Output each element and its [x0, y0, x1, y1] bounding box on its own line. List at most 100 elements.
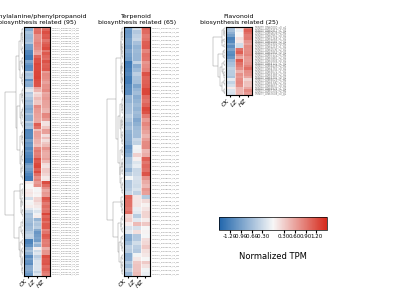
Text: TRINITY_DN43151_c2_g2: TRINITY_DN43151_c2_g2: [52, 87, 80, 89]
Text: TRINITY_DN64755_c0_g2: TRINITY_DN64755_c0_g2: [254, 67, 286, 71]
Text: TRINITY_DN46028_c2_g1: TRINITY_DN46028_c2_g1: [52, 142, 80, 144]
Text: TRINITY_DN51065_c1_g3: TRINITY_DN51065_c1_g3: [152, 47, 180, 48]
Text: TRINITY_DN53834_c2_g1: TRINITY_DN53834_c2_g1: [152, 97, 180, 98]
Text: TRINITY_DN47809_c0_g2: TRINITY_DN47809_c0_g2: [52, 177, 80, 178]
Text: TRINITY_DN50549_c2_g2: TRINITY_DN50549_c2_g2: [52, 229, 80, 231]
Text: TRINITY_DN44932_c0_g1: TRINITY_DN44932_c0_g1: [52, 122, 80, 123]
Text: TRINITY_DN51782_c2_g1: TRINITY_DN51782_c2_g1: [52, 253, 80, 254]
Text: TRINITY_DN44521_c0_g2: TRINITY_DN44521_c0_g2: [52, 114, 80, 115]
Text: TRINITY_DN54260_c0_g3: TRINITY_DN54260_c0_g3: [152, 104, 180, 106]
Text: TRINITY_DN60000_c0_g1: TRINITY_DN60000_c0_g1: [254, 26, 286, 30]
Text: TRINITY_DN55751_c3_g1: TRINITY_DN55751_c3_g1: [152, 131, 180, 133]
Text: TRINITY_DN51371_c2_g2: TRINITY_DN51371_c2_g2: [52, 245, 80, 246]
Text: TRINITY_DN52769_c1_g2: TRINITY_DN52769_c1_g2: [152, 78, 180, 79]
Text: TRINITY_DN62993_c1_g2: TRINITY_DN62993_c1_g2: [152, 262, 180, 263]
Text: TRINITY_DN66023_c1_g2: TRINITY_DN66023_c1_g2: [254, 78, 286, 82]
Text: TRINITY_DN64438_c2_g1: TRINITY_DN64438_c2_g1: [254, 65, 286, 68]
Text: TRINITY_DN40959_c1_g2: TRINITY_DN40959_c1_g2: [52, 45, 80, 47]
Text: TRINITY_DN41781_c1_g2: TRINITY_DN41781_c1_g2: [52, 61, 80, 63]
Text: TRINITY_DN58307_c3_g1: TRINITY_DN58307_c3_g1: [152, 177, 180, 179]
Text: TRINITY_DN47946_c1_g1: TRINITY_DN47946_c1_g1: [52, 179, 80, 181]
Title: Flavonoid
biosynthesis related (25): Flavonoid biosynthesis related (25): [200, 14, 278, 25]
Text: TRINITY_DN48905_c2_g2: TRINITY_DN48905_c2_g2: [52, 198, 80, 199]
Text: TRINITY_DN40822_c0_g1: TRINITY_DN40822_c0_g1: [52, 43, 80, 44]
Text: TRINITY_DN43973_c2_g2: TRINITY_DN43973_c2_g2: [52, 103, 80, 105]
Text: TRINITY_DN45480_c1_g1: TRINITY_DN45480_c1_g1: [52, 132, 80, 134]
Text: TRINITY_DN61076_c0_g2: TRINITY_DN61076_c0_g2: [152, 227, 180, 229]
Text: TRINITY_DN63419_c3_g1: TRINITY_DN63419_c3_g1: [152, 269, 180, 271]
Text: TRINITY_DN49316_c2_g1: TRINITY_DN49316_c2_g1: [52, 206, 80, 207]
Text: TRINITY_DN45754_c0_g1: TRINITY_DN45754_c0_g1: [52, 137, 80, 139]
Text: TRINITY_DN50000_c0_g1: TRINITY_DN50000_c0_g1: [152, 28, 180, 29]
Text: TRINITY_DN51234_c1_g1: TRINITY_DN51234_c1_g1: [52, 242, 80, 244]
Text: TRINITY_DN40000_c0_g1: TRINITY_DN40000_c0_g1: [52, 27, 80, 29]
Text: TRINITY_DN42329_c2_g2: TRINITY_DN42329_c2_g2: [52, 72, 80, 73]
Text: TRINITY_DN42192_c1_g1: TRINITY_DN42192_c1_g1: [52, 69, 80, 71]
Text: TRINITY_DN63170_c1_g1: TRINITY_DN63170_c1_g1: [254, 53, 286, 58]
Text: TRINITY_DN59585_c1_g1: TRINITY_DN59585_c1_g1: [152, 200, 180, 202]
Text: TRINITY_DN44795_c2_g2: TRINITY_DN44795_c2_g2: [52, 119, 80, 120]
Text: TRINITY_DN43699_c0_g2: TRINITY_DN43699_c0_g2: [52, 98, 80, 99]
Text: TRINITY_DN59159_c3_g2: TRINITY_DN59159_c3_g2: [152, 193, 180, 194]
Text: TRINITY_DN65706_c0_g1: TRINITY_DN65706_c0_g1: [254, 76, 286, 80]
Text: TRINITY_DN62780_c0_g1: TRINITY_DN62780_c0_g1: [152, 258, 180, 259]
Text: TRINITY_DN57029_c1_g1: TRINITY_DN57029_c1_g1: [152, 154, 180, 156]
Text: TRINITY_DN52878_c1_g1: TRINITY_DN52878_c1_g1: [52, 274, 80, 275]
Text: TRINITY_DN60224_c0_g1: TRINITY_DN60224_c0_g1: [152, 212, 180, 213]
Text: TRINITY_DN54686_c2_g2: TRINITY_DN54686_c2_g2: [152, 112, 180, 114]
Text: TRINITY_DN63632_c0_g2: TRINITY_DN63632_c0_g2: [152, 273, 180, 275]
Text: TRINITY_DN57455_c3_g3: TRINITY_DN57455_c3_g3: [152, 162, 180, 163]
Text: TRINITY_DN45206_c2_g1: TRINITY_DN45206_c2_g1: [52, 127, 80, 128]
Text: TRINITY_DN58733_c1_g3: TRINITY_DN58733_c1_g3: [152, 185, 180, 186]
Text: TRINITY_DN46439_c2_g2: TRINITY_DN46439_c2_g2: [52, 150, 80, 152]
Text: TRINITY_DN53195_c3_g1: TRINITY_DN53195_c3_g1: [152, 85, 180, 87]
Text: TRINITY_DN42603_c1_g2: TRINITY_DN42603_c1_g2: [52, 77, 80, 78]
Text: TRINITY_DN60634_c2_g1: TRINITY_DN60634_c2_g1: [254, 32, 286, 35]
Text: TRINITY_DN61585_c2_g2: TRINITY_DN61585_c2_g2: [254, 40, 286, 44]
Text: TRINITY_DN47672_c2_g1: TRINITY_DN47672_c2_g1: [52, 174, 80, 176]
Text: TRINITY_DN44247_c1_g2: TRINITY_DN44247_c1_g2: [52, 109, 80, 110]
Text: TRINITY_DN47124_c1_g1: TRINITY_DN47124_c1_g1: [52, 163, 80, 165]
Text: TRINITY_DN51491_c3_g2: TRINITY_DN51491_c3_g2: [152, 55, 180, 56]
Text: TRINITY_DN64121_c1_g2: TRINITY_DN64121_c1_g2: [254, 62, 286, 66]
Text: TRINITY_DN41918_c2_g1: TRINITY_DN41918_c2_g1: [52, 64, 80, 65]
Text: TRINITY_DN55325_c1_g2: TRINITY_DN55325_c1_g2: [152, 124, 180, 125]
Text: TRINITY_DN58094_c2_g3: TRINITY_DN58094_c2_g3: [152, 173, 180, 175]
Text: TRINITY_DN56816_c0_g3: TRINITY_DN56816_c0_g3: [152, 150, 180, 152]
Text: TRINITY_DN51278_c2_g1: TRINITY_DN51278_c2_g1: [152, 51, 180, 52]
Text: TRINITY_DN63804_c0_g1: TRINITY_DN63804_c0_g1: [254, 59, 286, 63]
Text: TRINITY_DN51508_c0_g1: TRINITY_DN51508_c0_g1: [52, 248, 80, 249]
Text: TRINITY_DN51645_c1_g2: TRINITY_DN51645_c1_g2: [52, 250, 80, 252]
Text: TRINITY_DN52741_c0_g2: TRINITY_DN52741_c0_g2: [52, 271, 80, 273]
Text: TRINITY_DN59372_c0_g3: TRINITY_DN59372_c0_g3: [152, 196, 180, 198]
Text: TRINITY_DN49179_c1_g2: TRINITY_DN49179_c1_g2: [52, 203, 80, 204]
Text: TRINITY_DN44384_c2_g1: TRINITY_DN44384_c2_g1: [52, 111, 80, 113]
Text: TRINITY_DN48083_c2_g2: TRINITY_DN48083_c2_g2: [52, 182, 80, 183]
Text: TRINITY_DN46713_c1_g2: TRINITY_DN46713_c1_g2: [52, 156, 80, 157]
Text: TRINITY_DN61715_c3_g2: TRINITY_DN61715_c3_g2: [152, 239, 180, 240]
Text: TRINITY_DN50686_c0_g1: TRINITY_DN50686_c0_g1: [52, 232, 80, 233]
Text: TRINITY_DN61928_c0_g3: TRINITY_DN61928_c0_g3: [152, 242, 180, 244]
Text: TRINITY_DN66974_c1_g1: TRINITY_DN66974_c1_g1: [254, 86, 286, 91]
Text: TRINITY_DN60863_c3_g1: TRINITY_DN60863_c3_g1: [152, 223, 180, 225]
Text: TRINITY_DN46302_c1_g1: TRINITY_DN46302_c1_g1: [52, 148, 80, 149]
Text: TRINITY_DN55538_c2_g3: TRINITY_DN55538_c2_g3: [152, 127, 180, 129]
Title: Terpenoid
biosynthesis related (65): Terpenoid biosynthesis related (65): [98, 14, 176, 25]
Text: TRINITY_DN45617_c2_g2: TRINITY_DN45617_c2_g2: [52, 135, 80, 136]
Text: TRINITY_DN45891_c1_g2: TRINITY_DN45891_c1_g2: [52, 140, 80, 142]
Text: TRINITY_DN52467_c1_g2: TRINITY_DN52467_c1_g2: [52, 266, 80, 268]
Text: TRINITY_DN50823_c1_g2: TRINITY_DN50823_c1_g2: [52, 234, 80, 236]
Text: TRINITY_DN40685_c2_g2: TRINITY_DN40685_c2_g2: [52, 40, 80, 42]
Text: TRINITY_DN54047_c3_g2: TRINITY_DN54047_c3_g2: [152, 101, 180, 102]
Text: TRINITY_DN43014_c1_g1: TRINITY_DN43014_c1_g1: [52, 85, 80, 86]
Text: TRINITY_DN51097_c0_g2: TRINITY_DN51097_c0_g2: [52, 240, 80, 241]
Text: TRINITY_DN52343_c3_g3: TRINITY_DN52343_c3_g3: [152, 70, 180, 71]
Text: TRINITY_DN50001_c1_g2: TRINITY_DN50001_c1_g2: [52, 219, 80, 220]
Text: TRINITY_DN61502_c2_g1: TRINITY_DN61502_c2_g1: [152, 235, 180, 236]
Text: TRINITY_DN50138_c2_g1: TRINITY_DN50138_c2_g1: [52, 221, 80, 223]
Text: TRINITY_DN48357_c1_g2: TRINITY_DN48357_c1_g2: [52, 187, 80, 189]
Text: TRINITY_DN50412_c1_g1: TRINITY_DN50412_c1_g1: [52, 227, 80, 228]
Text: TRINITY_DN46987_c0_g2: TRINITY_DN46987_c0_g2: [52, 161, 80, 163]
Text: TRINITY_DN62141_c1_g1: TRINITY_DN62141_c1_g1: [152, 246, 180, 248]
Text: TRINITY_DN44110_c0_g1: TRINITY_DN44110_c0_g1: [52, 106, 80, 107]
